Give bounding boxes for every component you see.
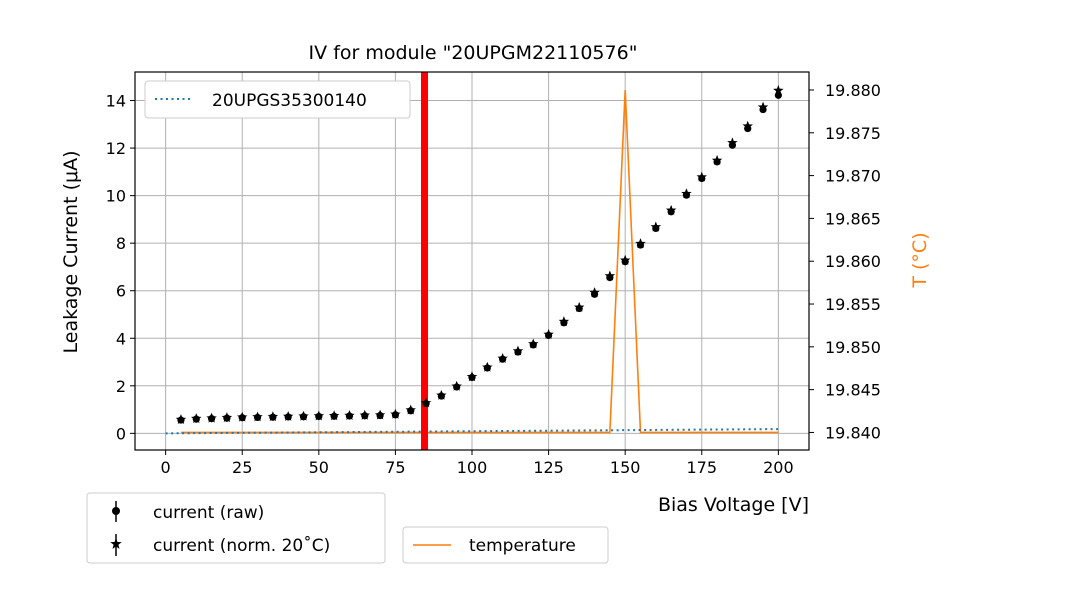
norm-current-point	[528, 338, 539, 349]
norm-current-point	[328, 410, 340, 421]
norm-current-point	[237, 411, 248, 422]
grid-lines	[135, 72, 809, 450]
y2-tick-label: 19.865	[825, 209, 881, 228]
norm-current-point	[359, 409, 370, 420]
norm-current-point	[727, 137, 738, 148]
x-tick-label: 50	[309, 458, 329, 477]
y-tick-label: 14	[106, 92, 126, 111]
norm-current-point	[191, 413, 202, 424]
norm-current-point	[420, 397, 432, 408]
norm-current-point	[466, 371, 478, 382]
norm-current-point	[650, 221, 662, 232]
norm-current-point	[742, 120, 753, 131]
norm-current-point	[175, 414, 187, 425]
norm-current-point	[619, 254, 631, 265]
y-tick-label: 12	[106, 139, 126, 158]
x-tick-label: 0	[161, 458, 171, 477]
norm-current-point	[282, 410, 294, 421]
norm-current-point	[344, 410, 355, 420]
norm-current-point	[635, 238, 646, 249]
norm-current-point	[221, 412, 233, 423]
legend-temperature-label: temperature	[469, 536, 576, 556]
norm-current-point	[482, 361, 493, 372]
norm-current-point	[589, 287, 600, 298]
norm-current-point	[405, 404, 416, 415]
norm-current-point	[206, 412, 217, 423]
y-tick-label: 10	[106, 187, 126, 206]
norm-current-point	[757, 101, 769, 112]
legend-current: current (raw) current (norm. 20˚C)	[86, 492, 386, 564]
norm-current-point	[252, 411, 263, 422]
x-tick-label: 150	[610, 458, 641, 477]
y2-tick-label: 19.880	[825, 81, 881, 100]
plot-frame	[134, 71, 810, 451]
y2-axis-label: T (°C)	[909, 232, 931, 288]
y2-tick-label: 19.875	[825, 124, 881, 143]
temperature-line	[180, 89, 779, 434]
y2-tick-label: 19.840	[825, 423, 881, 442]
x-tick-label: 25	[232, 458, 252, 477]
norm-current-point	[497, 352, 508, 363]
norm-current-point	[390, 408, 401, 419]
chart-title: IV for module "20UPGM22110576"	[309, 42, 638, 64]
y2-tick-label: 19.860	[825, 252, 881, 271]
legend-norm-label: current (norm. 20˚C)	[153, 535, 330, 556]
norm-current-point	[558, 316, 570, 327]
x-tick-label: 200	[763, 458, 794, 477]
norm-current-point	[436, 389, 447, 400]
legend-inner: 20UPGS35300140	[144, 80, 411, 119]
temperature-series	[180, 89, 779, 434]
x-axis-label: Bias Voltage [V]	[658, 494, 809, 516]
norm-current-point	[451, 380, 462, 391]
tick-labels: 0 25 50 75 100 125 150 175 200 0 2 4 6 8 10 12 14 19.840 1…	[106, 81, 881, 477]
y2-tick-label: 19.870	[825, 167, 881, 186]
legend-raw-label: current (raw)	[153, 503, 264, 523]
norm-current-point	[512, 345, 524, 356]
y-tick-label: 4	[116, 329, 126, 348]
norm-current-point	[298, 410, 309, 421]
x-tick-label: 175	[686, 458, 717, 477]
legend-reference-label: 20UPGS35300140	[212, 91, 367, 111]
norm-current-point	[665, 204, 677, 215]
norm-current-point	[267, 411, 279, 422]
y-tick-label: 8	[116, 234, 126, 253]
y2-tick-label: 19.855	[825, 295, 881, 314]
norm-current-point	[681, 188, 692, 199]
x-tick-label: 75	[385, 458, 405, 477]
x-tick-label: 125	[533, 458, 564, 477]
y-tick-label: 0	[116, 424, 126, 443]
x-tick-label: 100	[457, 458, 488, 477]
current-markers	[175, 85, 784, 425]
legend-temperature: temperature	[402, 526, 609, 564]
y-tick-label: 2	[116, 377, 126, 396]
norm-current-point	[773, 85, 784, 95]
y-axis-label: Leakage Current (μA)	[60, 151, 82, 354]
y2-tick-label: 19.850	[825, 338, 881, 357]
norm-current-point	[574, 301, 585, 312]
legend-norm-marker	[110, 534, 122, 556]
norm-current-point	[696, 171, 707, 182]
legend-raw-marker	[112, 501, 120, 522]
norm-current-point	[543, 328, 554, 339]
y2-tick-label: 19.845	[825, 381, 881, 400]
norm-current-point	[711, 154, 723, 165]
norm-current-point	[313, 410, 325, 421]
norm-current-point	[604, 270, 616, 281]
norm-current-point	[374, 409, 386, 420]
axes	[130, 71, 814, 455]
y-tick-label: 6	[116, 282, 126, 301]
